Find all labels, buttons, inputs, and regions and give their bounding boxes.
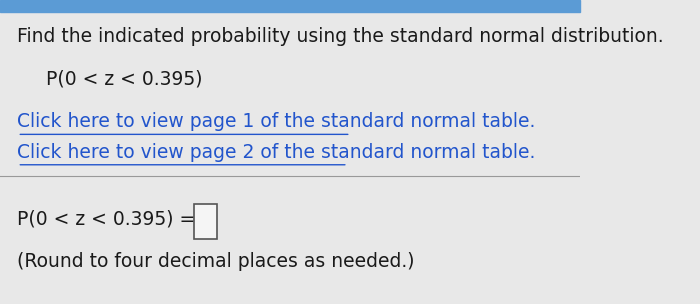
Text: (Round to four decimal places as needed.): (Round to four decimal places as needed.… [18, 252, 415, 271]
Bar [0, 0, 580, 12]
FancyBboxPatch shape [194, 204, 218, 239]
Text: Click here to view page 2 of the standard normal table.: Click here to view page 2 of the standar… [18, 143, 536, 161]
Text: P(0 < z < 0.395): P(0 < z < 0.395) [46, 70, 203, 88]
Text: P(0 < z < 0.395) =: P(0 < z < 0.395) = [18, 209, 195, 228]
Text: Find the indicated probability using the standard normal distribution.: Find the indicated probability using the… [18, 27, 664, 46]
Text: Click here to view page 1 of the standard normal table.: Click here to view page 1 of the standar… [18, 112, 536, 131]
